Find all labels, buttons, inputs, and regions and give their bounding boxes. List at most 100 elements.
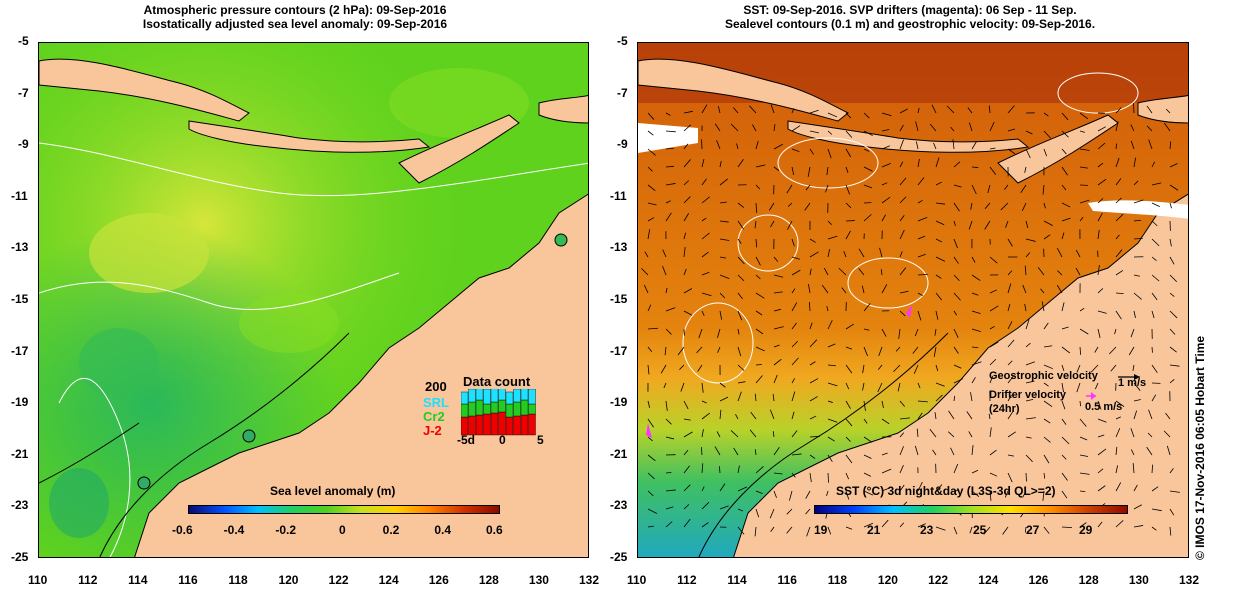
colorbar-tick-label: 25	[973, 523, 987, 537]
data-count-bar	[461, 391, 469, 405]
velocity-arrow	[1110, 364, 1117, 372]
velocity-arrow	[786, 508, 793, 515]
velocity-arrow	[754, 449, 757, 456]
velocity-arrow	[809, 148, 814, 155]
velocity-arrow	[881, 418, 890, 425]
velocity-arrow	[970, 202, 973, 210]
velocity-arrow	[809, 268, 812, 276]
island-east	[538, 94, 588, 124]
velocity-arrow	[755, 292, 765, 299]
velocity-arrow	[863, 418, 868, 424]
velocity-arrow	[933, 346, 937, 357]
data-count-x-mid: 0	[499, 433, 506, 447]
velocity-arrow	[701, 522, 709, 528]
velocity-arrow	[935, 274, 942, 279]
velocity-arrow	[1132, 463, 1135, 474]
velocity-arrow	[1169, 508, 1175, 516]
velocity-arrow	[773, 166, 780, 171]
velocity-arrow	[827, 382, 838, 387]
data-count-bars	[461, 389, 536, 436]
right-title: SST: 09-Sep-2016. SVP drifters (magenta)…	[680, 3, 1140, 31]
velocity-arrow	[733, 447, 739, 456]
velocity-arrow	[1115, 427, 1121, 438]
velocity-arrow	[683, 400, 689, 410]
velocity-arrow	[679, 364, 685, 370]
velocity-arrow	[1115, 121, 1119, 132]
velocity-arrow	[1097, 213, 1103, 222]
y-tick-label: -23	[11, 498, 29, 513]
y-tick-label: -5	[617, 34, 628, 48]
pressure-contour	[58, 378, 131, 557]
velocity-arrow	[697, 364, 703, 372]
velocity-arrow	[750, 411, 757, 420]
data-count-bar	[490, 412, 499, 436]
velocity-arrow	[899, 177, 907, 186]
y-tick-label: -13	[11, 240, 29, 255]
velocity-arrow	[989, 325, 995, 330]
velocity-arrow	[1025, 380, 1035, 384]
data-count-bar	[483, 403, 491, 415]
velocity-arrow	[953, 161, 961, 168]
velocity-arrow	[1042, 184, 1045, 195]
velocity-arrow	[755, 490, 763, 494]
velocity-arrow	[935, 364, 939, 372]
velocity-arrow	[1151, 161, 1155, 168]
velocity-arrow	[1079, 130, 1085, 133]
velocity-arrow	[683, 465, 690, 474]
velocity-arrow	[773, 291, 783, 294]
velocity-arrow	[1146, 125, 1153, 132]
velocity-arrow	[683, 484, 691, 492]
velocity-arrow	[786, 526, 793, 534]
x-tick-label: 118	[827, 573, 848, 587]
velocity-arrow	[971, 274, 981, 281]
velocity-arrow	[791, 148, 800, 152]
velocity-arrow	[863, 303, 871, 312]
velocity-arrow	[665, 521, 673, 528]
velocity-arrow	[665, 436, 675, 440]
island-east	[1137, 94, 1188, 124]
velocity-arrow	[665, 489, 676, 492]
y-tick-label: -13	[610, 240, 628, 255]
velocity-arrow	[647, 472, 655, 480]
velocity-arrow	[845, 323, 854, 330]
velocity-arrow	[971, 166, 979, 168]
right-title-line2: Sealevel contours (0.1 m) and geostrophi…	[724, 17, 1096, 31]
velocity-arrow	[1151, 464, 1154, 474]
velocity-arrow	[1130, 428, 1135, 438]
velocity-arrow	[773, 374, 778, 384]
velocity-arrow	[791, 411, 795, 420]
velocity-arrow	[1097, 434, 1105, 438]
velocity-arrow	[719, 310, 723, 320]
velocity-arrow	[647, 346, 653, 352]
velocity-arrow	[821, 284, 829, 294]
data-count-bar	[528, 403, 536, 415]
velocity-arrow	[1147, 432, 1153, 438]
velocity-arrow	[1005, 220, 1009, 228]
velocity-arrow	[737, 465, 740, 474]
velocity-arrow	[809, 109, 819, 114]
velocity-arrow	[893, 364, 901, 373]
velocity-arrow	[665, 165, 675, 168]
velocity-arrow	[755, 202, 758, 213]
velocity-arrow	[1148, 409, 1153, 420]
velocity-arrow	[1090, 364, 1099, 373]
velocity-arrow	[683, 288, 693, 294]
data-count-bar	[528, 413, 536, 436]
colorbar-tick-label: -0.2	[275, 523, 297, 537]
velocity-arrow	[665, 287, 668, 294]
velocity-arrow	[898, 328, 901, 339]
velocity-arrow	[843, 251, 847, 258]
velocity-arrow	[827, 526, 832, 535]
velocity-arrow	[1056, 284, 1063, 294]
velocity-arrow	[665, 148, 674, 150]
australia-land	[733, 193, 1188, 557]
velocity-arrow	[1041, 301, 1045, 312]
velocity-arrow	[1042, 490, 1045, 501]
velocity-arrow	[971, 310, 981, 315]
velocity-arrow	[1115, 234, 1120, 240]
velocity-arrow	[683, 518, 691, 528]
velocity-arrow	[915, 121, 919, 132]
sealevel-contour	[682, 302, 754, 384]
velocity-arrow	[644, 251, 649, 258]
velocity-arrow	[935, 484, 943, 492]
